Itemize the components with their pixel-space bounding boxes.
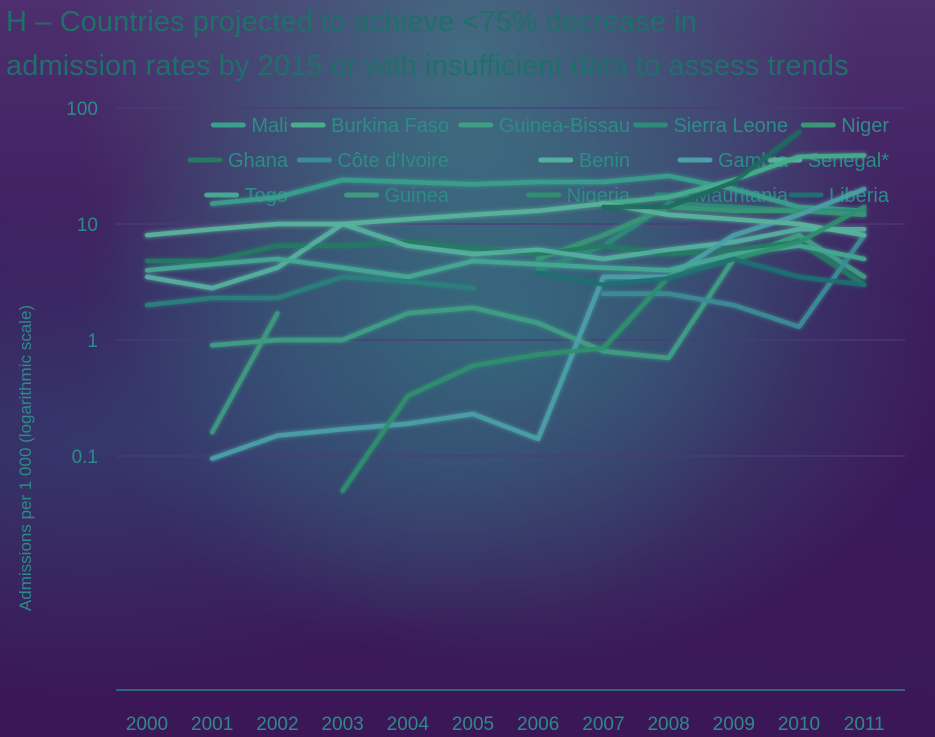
legend-label-ghana: Ghana	[228, 150, 289, 172]
series-line-togo	[144, 243, 867, 280]
x-tick-label-2010: 2010	[778, 714, 820, 735]
y-tick-label-0-1: 0.1	[72, 447, 98, 468]
legend-label-guinea: Guinea	[385, 185, 450, 207]
x-tick-label-2000: 2000	[126, 714, 168, 735]
y-tick-label-10: 10	[77, 215, 98, 236]
legend-label-senegal: Senegal*	[808, 150, 889, 172]
y-axis-title: Admissions per 1 000 (logarithmic scale)	[16, 305, 35, 611]
chart-title: H – Countries projected to achieve <75% …	[6, 0, 934, 88]
x-tick-label-2004: 2004	[387, 714, 430, 735]
x-tick-label-2005: 2005	[452, 714, 494, 735]
legend-label-liberia: Liberia	[829, 185, 890, 207]
series-line-mali	[209, 173, 867, 214]
series-line-liberia-2007-2011	[601, 129, 802, 210]
axes: 0.1 1 10 100 2000 2001 2002 2003 2004 2005 2006 200…	[16, 99, 905, 735]
x-tick-label-2007: 2007	[582, 714, 624, 735]
chart-title-line-2: admission rates by 2015 or with insuffic…	[6, 50, 849, 82]
x-tick-label-2011: 2011	[844, 714, 885, 735]
legend-label-benin: Benin	[579, 150, 630, 172]
series-line-liberia	[535, 256, 867, 287]
legend-label-c-te-d-ivoire: Côte d'Ivoire	[337, 150, 449, 172]
x-tick-label-2008: 2008	[647, 714, 689, 735]
series-line-senegal	[144, 201, 867, 238]
series-line-nigeria	[340, 204, 867, 494]
series-line-benin	[144, 221, 867, 291]
series-group	[144, 129, 867, 494]
legend-label-niger: Niger	[841, 115, 889, 137]
series-line-guinea	[209, 311, 280, 435]
y-tick-label-100: 100	[66, 99, 98, 120]
y-tick-label-1: 1	[87, 331, 98, 352]
series-line-gambia	[209, 186, 867, 461]
legend-label-burkina-faso: Burkina Faso	[331, 115, 449, 137]
x-tick-label-2003: 2003	[321, 714, 363, 735]
legend-label-guinea-bissau: Guinea-Bissau	[499, 115, 630, 137]
series-line-mauritania	[144, 274, 476, 308]
x-tick-label-2006: 2006	[517, 714, 559, 735]
legend-label-sierra-leone: Sierra Leone	[673, 115, 788, 137]
x-tick-label-2001: 2001	[191, 714, 233, 735]
chart-title-line-1: H – Countries projected to achieve <75% …	[6, 6, 698, 38]
legend-label-mauritania: Mauritania	[695, 185, 789, 207]
x-tick-label-2009: 2009	[713, 714, 755, 735]
series-line-c-te-d-ivoire	[601, 232, 867, 330]
grid	[116, 107, 905, 457]
legend-label-mali: Mali	[251, 115, 288, 137]
x-tick-label-2002: 2002	[256, 714, 298, 735]
